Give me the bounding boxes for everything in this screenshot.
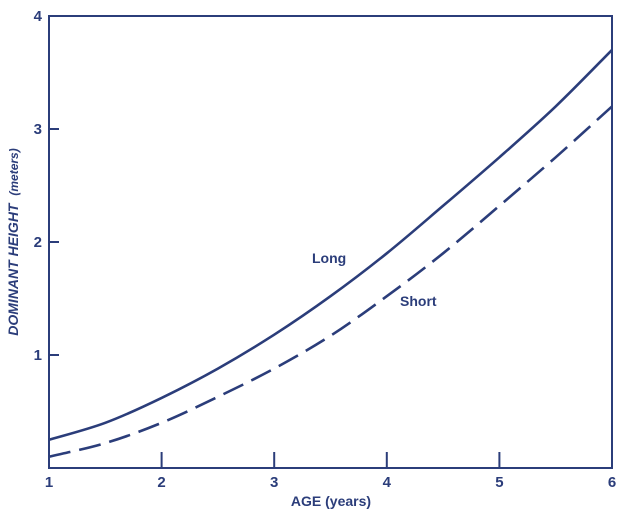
x-tick-label-3: 3 xyxy=(270,474,278,491)
x-tick-label-4: 4 xyxy=(383,474,392,491)
y-axis-title-main: DOMINANT HEIGHT xyxy=(5,202,21,336)
y-tick-label-3: 3 xyxy=(34,121,42,138)
y-axis-ticks: 1 2 3 4 xyxy=(34,8,59,364)
y-tick-label-1: 1 xyxy=(34,347,42,364)
series-line-long xyxy=(48,48,613,442)
x-tick-label-5: 5 xyxy=(495,474,503,491)
y-tick-label-4: 4 xyxy=(34,8,43,25)
plot-border xyxy=(48,15,613,469)
y-tick-label-2: 2 xyxy=(34,234,42,251)
y-axis-title-unit: (meters) xyxy=(7,148,21,195)
y-axis-title: DOMINANT HEIGHT (meters) xyxy=(5,148,21,335)
series-label-long: Long xyxy=(312,250,346,266)
plot-frame xyxy=(48,15,613,469)
x-axis-ticks: 1 2 3 4 5 6 xyxy=(45,452,616,491)
series-label-short: Short xyxy=(400,293,437,309)
x-tick-label-1: 1 xyxy=(45,474,53,491)
series-line-short xyxy=(48,105,613,458)
x-axis-title: AGE (years) xyxy=(291,493,371,509)
series-lines xyxy=(48,48,613,458)
x-tick-label-2: 2 xyxy=(157,474,165,491)
x-tick-label-6: 6 xyxy=(608,474,616,491)
